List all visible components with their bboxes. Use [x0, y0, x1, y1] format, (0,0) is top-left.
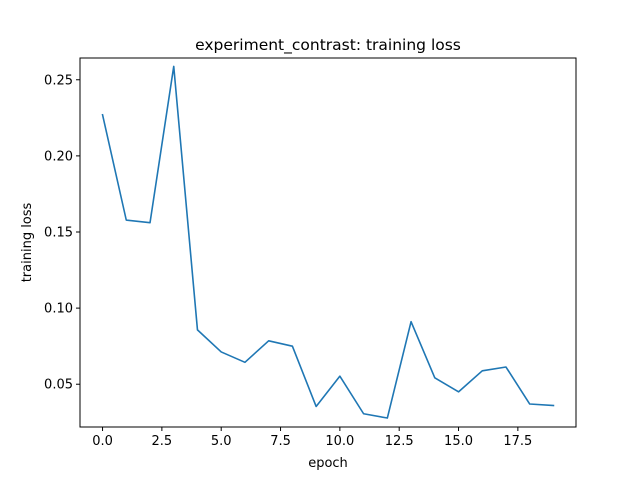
- series-group: [101, 65, 555, 419]
- y-tick-label: 0.05: [44, 378, 73, 393]
- chart-title: experiment_contrast: training loss: [195, 36, 461, 55]
- y-tick-label: 0.25: [44, 73, 73, 88]
- x-tick-label: 15.0: [444, 434, 473, 449]
- x-tick-label: 7.5: [270, 434, 291, 449]
- y-tick-label: 0.15: [44, 225, 73, 240]
- plot-area: [80, 58, 576, 427]
- x-axis-label: epoch: [308, 456, 348, 471]
- x-tick-label: 12.5: [385, 434, 414, 449]
- x-tick-label: 2.5: [152, 434, 173, 449]
- series-line: [101, 65, 555, 419]
- x-axis-ticks: 0.0 2.5 5.0 7.5 10.0 12.5 15.0 17.5: [92, 427, 532, 449]
- y-tick-label: 0.10: [44, 302, 73, 317]
- x-tick-label: 17.5: [503, 434, 532, 449]
- plot-frame: [79, 57, 577, 428]
- x-tick-label: 5.0: [211, 434, 232, 449]
- y-tick-label: 0.20: [44, 149, 73, 164]
- y-axis-label: training loss: [20, 202, 35, 282]
- x-tick-label: 10.0: [325, 434, 354, 449]
- x-tick-label: 0.0: [92, 434, 113, 449]
- y-axis-ticks: 0.05 0.10 0.15 0.20 0.25: [44, 73, 80, 393]
